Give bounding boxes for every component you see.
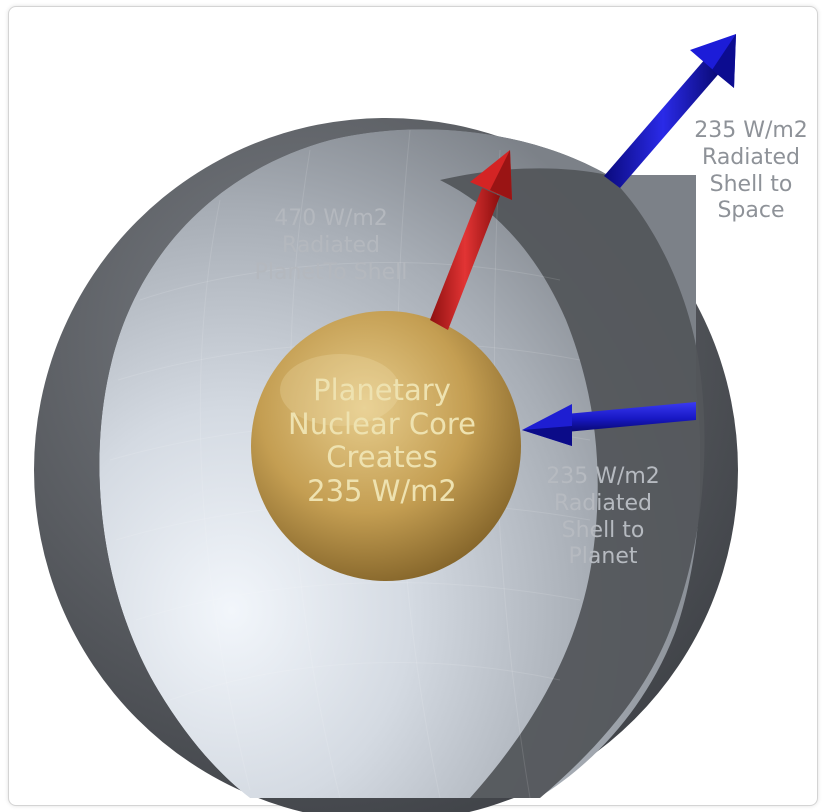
red-arrow-outward-icon	[430, 150, 512, 330]
label-shell-to-planet: 235 W/m2 Radiated Shell to Planet	[520, 464, 686, 571]
core-sphere-icon	[251, 311, 521, 581]
label-planet-to-shell: 470 W/m2 Radiated PlanetTo Shell	[226, 206, 436, 286]
label-line: Shell to	[709, 171, 793, 197]
label-line: Shell to	[561, 517, 645, 543]
label-line: Creates	[326, 440, 438, 475]
label-line: Nuclear Core	[288, 406, 476, 441]
label-line: Planet	[568, 544, 638, 570]
blue-arrow-inward-icon	[522, 402, 696, 446]
label-line: 470 W/m2	[274, 206, 388, 231]
label-line: Space	[717, 198, 785, 224]
label-line: Radiated	[702, 144, 800, 170]
label-line: 235 W/m2	[546, 464, 660, 489]
blue-arrow-outward-icon	[604, 34, 736, 188]
label-line: Planetary	[313, 373, 451, 407]
label-line: Radiated	[282, 232, 380, 258]
label-line: 235 W/m2	[307, 473, 457, 508]
label-line: Radiated	[554, 490, 652, 516]
label-shell-to-space: 235 W/m2 Radiated Shell to Space	[676, 118, 826, 225]
label-core: Planetary Nuclear Core Creates 235 W/m2	[262, 373, 502, 509]
label-line: PlanetTo Shell	[254, 259, 408, 285]
label-line: 235 W/m2	[694, 118, 808, 143]
